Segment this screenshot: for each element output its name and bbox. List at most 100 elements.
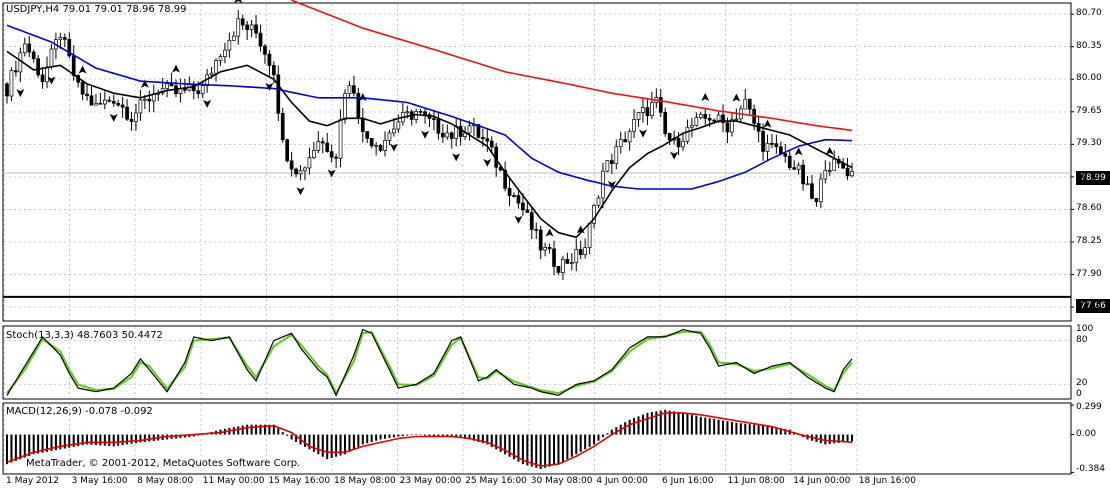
candle-body	[18, 52, 23, 73]
fractal-arrow	[421, 130, 430, 139]
fractal-arrow	[607, 180, 616, 189]
candle-body	[396, 121, 401, 130]
candle-body	[583, 247, 588, 256]
macd-histogram-bar	[303, 434, 306, 447]
fractal-arrow	[109, 113, 118, 122]
macd-histogram-bar	[54, 434, 57, 451]
macd-histogram-bar	[508, 434, 511, 457]
candle-body	[343, 93, 347, 121]
macd-histogram-bar	[14, 434, 17, 461]
macd-histogram-bar	[593, 434, 596, 445]
fractal-arrow	[670, 151, 679, 160]
candle-body	[352, 85, 356, 94]
current-price-tag: 78.99	[1076, 171, 1110, 185]
candle-body	[120, 104, 125, 108]
macd-histogram-bar	[513, 434, 515, 460]
macd-histogram-bar	[37, 434, 40, 454]
macd-histogram-bar	[321, 434, 324, 457]
candle-body	[676, 137, 681, 148]
fractal-arrow	[545, 228, 554, 237]
macd-histogram-bar	[730, 421, 733, 435]
macd-histogram-bar	[504, 434, 507, 455]
fractal-arrow	[825, 146, 834, 155]
macd-histogram-bar	[762, 425, 765, 435]
candle-body	[712, 119, 716, 122]
macd-histogram-bar	[566, 434, 569, 460]
candle-body	[805, 183, 810, 186]
candle-body	[445, 132, 450, 138]
candle-body	[338, 119, 343, 159]
candle-body	[249, 24, 254, 30]
fractal-arrow	[514, 215, 523, 224]
macd-histogram-bar	[486, 434, 489, 445]
candle-body	[85, 93, 89, 97]
ma-mid-line	[6, 24, 853, 190]
fractal-arrow	[265, 82, 274, 91]
macd-histogram-bar	[824, 434, 827, 445]
macd-histogram-bar	[126, 434, 129, 445]
candle-body	[116, 102, 121, 106]
macd-histogram-bar	[268, 424, 271, 435]
candle-body	[31, 51, 36, 60]
macd-histogram-bar	[10, 434, 13, 463]
candle-body	[476, 124, 481, 138]
candle-body	[489, 140, 494, 148]
candle-body	[143, 98, 147, 101]
stoch-title: Stoch(13,3,3)	[6, 330, 74, 341]
macd-histogram-bar	[72, 434, 75, 447]
x-tick-label: 14 Jun 00:00	[793, 476, 851, 486]
x-tick-label: 23 May 00:00	[399, 476, 462, 486]
macd-histogram-bar	[392, 434, 395, 438]
macd-title: MACD(12,26,9)	[6, 406, 82, 417]
candle-body	[832, 158, 837, 171]
stoch-pane-label: Stoch(13,3,3) 48.7603 50.4472	[6, 330, 163, 341]
macd-histogram-bar	[646, 412, 649, 435]
macd-histogram-bar	[726, 421, 729, 435]
macd-histogram-bar	[673, 411, 676, 435]
macd-histogram-bar	[481, 434, 484, 444]
candle-body	[5, 83, 9, 97]
macd-histogram-bar	[259, 424, 262, 435]
candle-body	[632, 118, 636, 132]
macd-histogram-bar	[277, 428, 280, 435]
macd-histogram-bar	[183, 434, 186, 438]
candle-body	[694, 117, 699, 126]
candle-body	[387, 132, 392, 141]
macd-histogram-bar	[521, 434, 524, 465]
macd-histogram-bar	[241, 425, 244, 435]
candle-body	[734, 118, 739, 121]
candle-body	[747, 98, 752, 110]
candle-body	[263, 45, 267, 55]
candle-body	[507, 187, 512, 196]
fractal-arrow	[701, 92, 710, 101]
fractal-arrow	[638, 129, 647, 138]
macd-histogram-bar	[326, 434, 329, 460]
candle-body	[147, 98, 152, 102]
macd-histogram-bar	[570, 434, 573, 457]
macd-histogram-bar	[130, 434, 133, 444]
candle-body	[271, 65, 276, 76]
x-tick-label: 30 May 08:00	[530, 476, 593, 486]
fractal-arrow	[483, 158, 492, 167]
y-tick-label: 79.30	[1076, 138, 1102, 149]
macd-histogram-bar	[535, 434, 538, 468]
candle-body	[298, 170, 303, 175]
macd-histogram-bar	[637, 416, 640, 435]
macd-histogram-bar	[717, 419, 720, 435]
candle-body	[543, 247, 547, 251]
candle-body	[761, 130, 765, 152]
x-tick-label: 11 May 00:00	[202, 476, 265, 486]
macd-histogram-bar	[86, 434, 89, 445]
macd-histogram-bar	[664, 409, 667, 435]
candle-body	[614, 146, 619, 164]
candle-body	[623, 139, 628, 143]
hline-price-tag: 77.66	[1076, 299, 1110, 313]
macd-histogram-bar	[842, 434, 845, 443]
stoch-y-tick-label: 0	[1076, 389, 1082, 399]
macd-histogram-bar	[352, 434, 355, 450]
macd-histogram-bar	[641, 414, 644, 435]
candle-body	[819, 178, 823, 203]
macd-histogram-bar	[94, 434, 97, 446]
